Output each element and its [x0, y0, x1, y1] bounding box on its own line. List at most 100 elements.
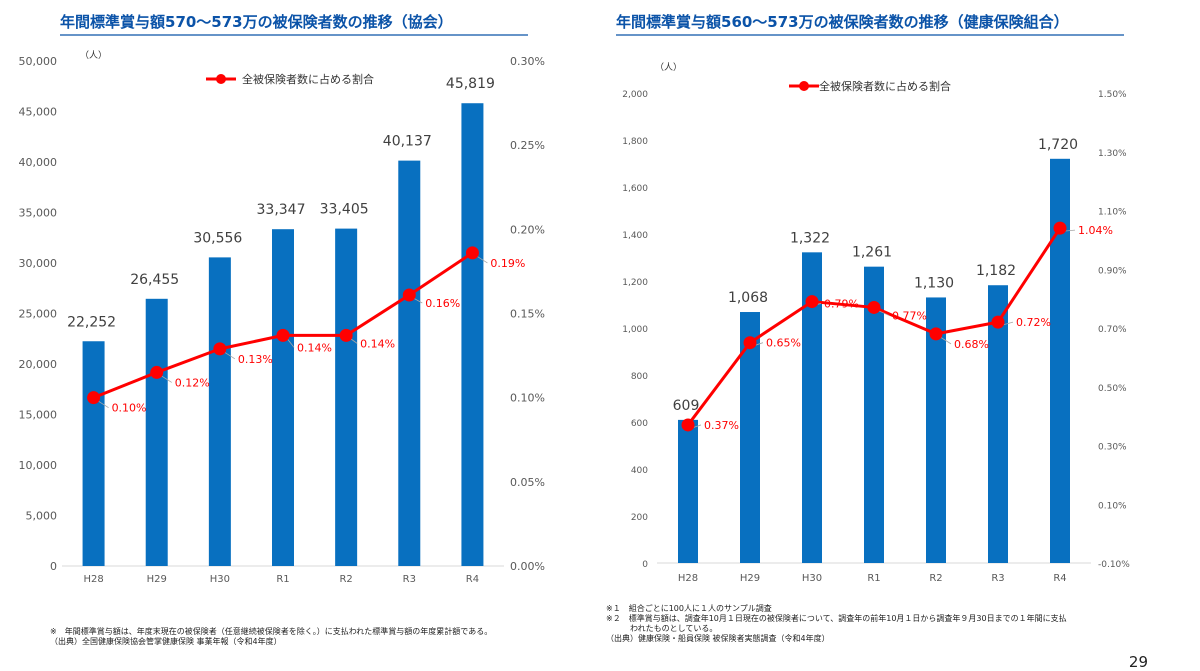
axis-unit-label: （人）	[655, 62, 682, 73]
y2-tick-label: 0.25%	[510, 139, 545, 152]
y-tick-label: 15,000	[19, 409, 58, 422]
line-point	[150, 365, 164, 379]
y2-tick-label: 1.10%	[1098, 208, 1127, 218]
y-tick-label: 20,000	[19, 358, 58, 371]
line-value-label: 0.72%	[1016, 316, 1051, 329]
bar	[802, 252, 822, 563]
legend-label: 全被保険者数に占める割合	[819, 79, 951, 93]
y-tick-label: 0	[642, 560, 648, 570]
y-tick-label: 10,000	[19, 459, 58, 472]
y-tick-label: 40,000	[19, 156, 58, 169]
line-point	[743, 336, 757, 350]
y-tick-label: 1,400	[622, 231, 648, 241]
bar	[988, 285, 1008, 563]
label-leader-line	[160, 375, 172, 383]
left-chart: 年間標準賞与額570～573万の被保険者数の推移（協会） （人） 0 5,000 10,…	[19, 13, 545, 585]
line-value-label: 0.10%	[112, 402, 147, 415]
bar	[461, 103, 484, 567]
left-footnote-source: （出典）全国健康保険協会管掌健康保険 事業年報（令和4年度）	[50, 637, 282, 646]
bar-value-label: 1,322	[790, 230, 830, 246]
line-point	[339, 328, 353, 342]
y2-tick-label: 0.30%	[1098, 443, 1127, 453]
y-tick-label: 0	[50, 560, 57, 573]
bar	[335, 228, 358, 566]
bar-value-label: 40,137	[383, 134, 432, 150]
bar-value-label: 26,455	[130, 272, 179, 288]
y-tick-label: 50,000	[19, 55, 58, 68]
line-point	[213, 342, 227, 356]
bar	[398, 160, 421, 566]
label-leader-line	[877, 310, 890, 316]
bar-value-label: 45,819	[446, 76, 495, 92]
bar-value-label: 22,252	[67, 314, 116, 330]
line-value-label: 0.65%	[766, 337, 801, 350]
line-value-label: 0.19%	[490, 257, 525, 270]
x-tick-label: R2	[339, 574, 352, 585]
y2-tick-label: 0.00%	[510, 560, 545, 573]
bar-value-label: 33,347	[257, 202, 306, 218]
line-point	[991, 315, 1005, 329]
line-point	[1053, 221, 1067, 235]
left-footnote-line: ※ 年間標準賞与額は、年度末現在の被保険者（任意継続被保険者を除く。）に支払われ…	[50, 627, 493, 636]
y-tick-label: 5,000	[26, 510, 58, 523]
line-value-label: 0.12%	[175, 376, 210, 389]
bar-value-label: 1,261	[852, 245, 892, 261]
bar	[208, 257, 231, 566]
x-tick-label: H28	[678, 573, 698, 584]
page-number: 29	[1128, 653, 1148, 671]
y2-tick-label: 1.30%	[1098, 149, 1127, 159]
line-value-label: 0.37%	[704, 419, 739, 432]
legend-label: 全被保険者数に占める割合	[242, 72, 374, 86]
line-value-label: 0.79%	[824, 298, 859, 311]
line-value-label: 0.14%	[360, 337, 395, 350]
x-tick-label: H30	[802, 573, 822, 584]
line-point	[805, 295, 819, 309]
label-leader-line	[939, 336, 952, 345]
y2-tick-label: -0.10%	[1098, 560, 1130, 570]
x-tick-label: R3	[991, 573, 1004, 584]
x-tick-label: R1	[276, 574, 289, 585]
y2-tick-label: 0.10%	[510, 392, 545, 405]
right-footnote-line-2: ※２ 標準賞与額は、調査年10月１日現在の被保険者について、調査年の前年10月１…	[606, 614, 1067, 623]
y2-tick-label: 0.05%	[510, 476, 545, 489]
bar	[864, 266, 884, 563]
y-tick-label: 30,000	[19, 257, 58, 270]
line-value-label: 0.16%	[425, 297, 460, 310]
y2-tick-label: 0.30%	[510, 55, 545, 68]
right-footnote-line-3: われたものとしている。	[606, 624, 718, 633]
x-tick-label: R4	[466, 574, 479, 585]
left-footnote: ※ 年間標準賞与額は、年度末現在の被保険者（任意継続被保険者を除く。）に支払われ…	[50, 627, 492, 647]
y-tick-label: 1,600	[622, 184, 648, 194]
y2-tick-label: 0.15%	[510, 308, 545, 321]
right-footnote-line-1: ※１ 組合ごとに100人に１人のサンプル調査	[606, 604, 772, 613]
chart-title: 年間標準賞与額560～573万の被保険者数の推移（健康保険組合）	[616, 13, 1069, 31]
y-tick-label: 600	[631, 419, 648, 429]
x-tick-label: H30	[210, 574, 230, 585]
line-value-label: 0.68%	[954, 338, 989, 351]
y-tick-label: 200	[631, 513, 648, 523]
line-value-label: 1.04%	[1078, 224, 1113, 237]
y-tick-label: 35,000	[19, 207, 58, 220]
right-footnote: ※１ 組合ごとに100人に１人のサンプル調査 ※２ 標準賞与額は、調査年10月１…	[606, 604, 1067, 644]
bar-value-label: 1,068	[728, 290, 768, 306]
line-point	[402, 288, 416, 302]
y-tick-label: 45,000	[19, 106, 58, 119]
label-leader-line	[476, 255, 488, 264]
line-point	[867, 300, 881, 314]
bar	[145, 298, 168, 566]
y2-tick-label: 0.90%	[1098, 266, 1127, 276]
y2-tick-label: 0.10%	[1098, 501, 1127, 511]
bar-value-label: 1,182	[976, 263, 1016, 279]
x-tick-label: H29	[740, 573, 760, 584]
bar-value-label: 33,405	[320, 202, 369, 218]
x-tick-label: H29	[147, 574, 167, 585]
y-tick-label: 800	[631, 372, 648, 382]
line-point	[465, 246, 479, 260]
line-point	[681, 418, 695, 432]
x-tick-label: R4	[1053, 573, 1066, 584]
chart-title: 年間標準賞与額570～573万の被保険者数の推移（協会）	[60, 13, 453, 31]
y-tick-label: 2,000	[622, 90, 648, 100]
y-tick-label: 25,000	[19, 308, 58, 321]
y-tick-label: 400	[631, 466, 648, 476]
